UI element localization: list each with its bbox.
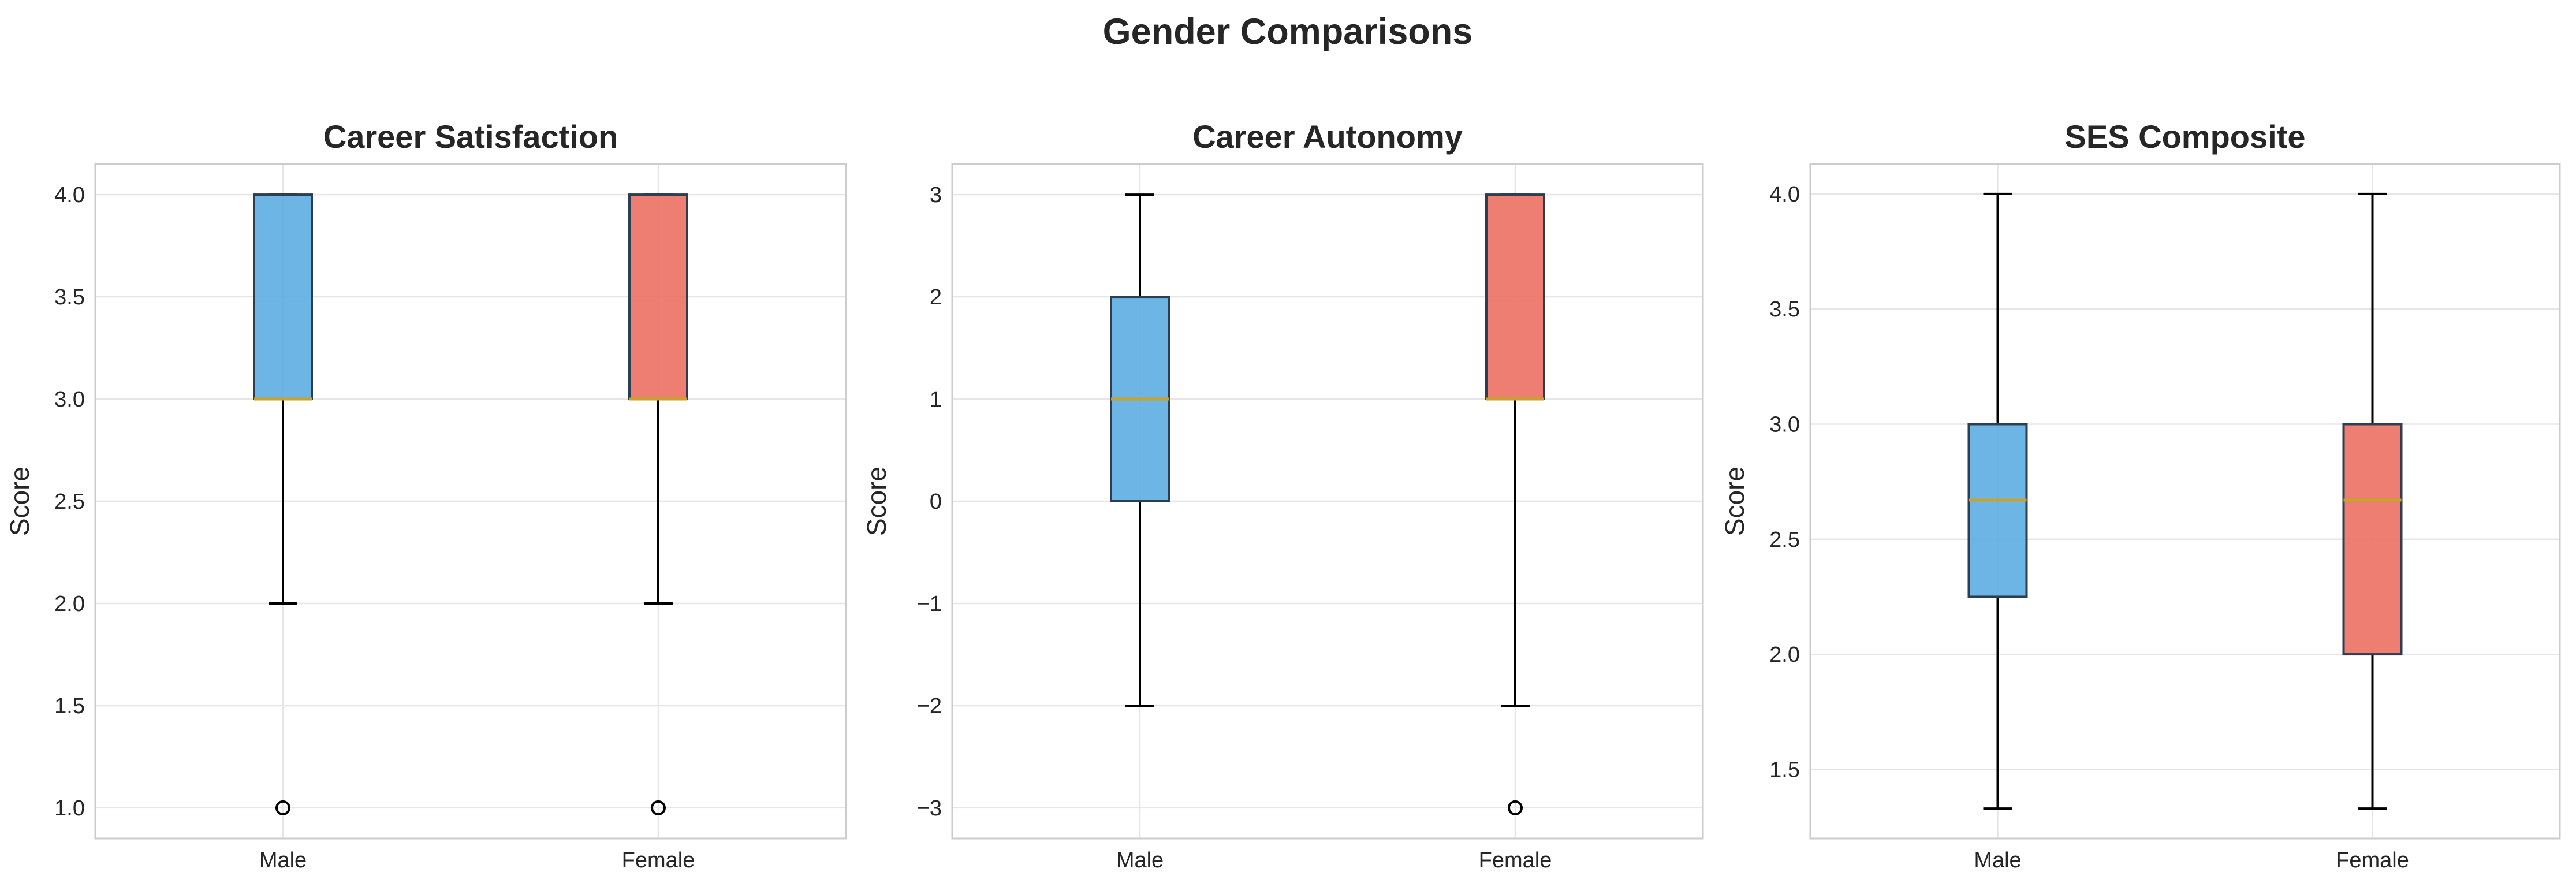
chart-panel-3: 1.5 2.0 2.5 3.0 3.5 4.0 Male Female SES Composit… bbox=[1720, 118, 2561, 873]
y-tick-label: 3.5 bbox=[54, 285, 85, 310]
y-tick-label: 3.0 bbox=[1769, 412, 1800, 437]
x-tick-label: Female bbox=[1479, 848, 1552, 873]
y-axis-label: Score bbox=[1720, 467, 1750, 536]
box-iqr bbox=[253, 193, 313, 401]
box-female bbox=[1485, 193, 1545, 815]
axes-frame bbox=[951, 163, 1704, 840]
outlier-point bbox=[651, 800, 666, 815]
box-female bbox=[2342, 192, 2403, 810]
box-male bbox=[1110, 193, 1170, 707]
y-tick-label: 2.0 bbox=[1769, 643, 1800, 667]
chart-title: SES Composite bbox=[2065, 118, 2306, 155]
y-tick-label: 1.5 bbox=[1769, 758, 1800, 782]
y-tick-label: 4.0 bbox=[1769, 182, 1800, 207]
box-iqr bbox=[628, 193, 688, 401]
y-tick-label: 2.5 bbox=[54, 490, 85, 514]
box-iqr bbox=[1485, 193, 1545, 401]
y-tick-label: 2.0 bbox=[54, 592, 85, 616]
box-male bbox=[253, 193, 313, 815]
chart-panel-2: −3 −2 −1 0 1 2 3 Male Female Career Autonomy Score bbox=[862, 118, 1704, 873]
y-tick-label: −3 bbox=[917, 796, 942, 821]
box-female bbox=[628, 193, 688, 815]
y-tick-label: 3.5 bbox=[1769, 297, 1800, 322]
outlier-point bbox=[275, 800, 290, 815]
axes-frame bbox=[1809, 163, 2561, 840]
chart-title: Career Autonomy bbox=[1192, 118, 1463, 155]
box-iqr bbox=[2342, 423, 2403, 656]
y-axis-label: Score bbox=[5, 467, 35, 536]
y-tick-label: −1 bbox=[917, 592, 942, 616]
x-tick-label: Female bbox=[622, 848, 695, 873]
y-axis-label: Score bbox=[862, 467, 892, 536]
figure-title: Gender Comparisons bbox=[1103, 12, 1473, 52]
outlier-point bbox=[1508, 800, 1523, 815]
chart-panel-1: 1.0 1.5 2.0 2.5 3.0 3.5 4.0 Male Female Career Sa… bbox=[5, 118, 847, 873]
y-tick-label: 2 bbox=[930, 285, 942, 310]
x-tick-label: Male bbox=[259, 848, 307, 873]
y-tick-label: 3.0 bbox=[54, 387, 85, 412]
x-tick-label: Male bbox=[1974, 848, 2021, 873]
panels: 1.0 1.5 2.0 2.5 3.0 3.5 4.0 Male Female Career Sa… bbox=[5, 118, 2561, 873]
y-tick-label: 1 bbox=[930, 387, 942, 412]
chart-title: Career Satisfaction bbox=[323, 118, 618, 155]
y-tick-label: 1.0 bbox=[54, 796, 85, 821]
y-tick-label: 3 bbox=[930, 183, 942, 207]
y-tick-label: 1.5 bbox=[54, 694, 85, 718]
y-tick-label: 4.0 bbox=[54, 183, 85, 207]
box-iqr bbox=[1967, 423, 2028, 598]
x-tick-label: Male bbox=[1116, 848, 1164, 873]
y-tick-label: 0 bbox=[930, 490, 942, 514]
x-tick-label: Female bbox=[2336, 848, 2409, 873]
box-male bbox=[1967, 192, 2028, 810]
y-tick-label: −2 bbox=[917, 694, 942, 718]
axes-frame bbox=[94, 163, 847, 840]
y-tick-label: 2.5 bbox=[1769, 528, 1800, 552]
